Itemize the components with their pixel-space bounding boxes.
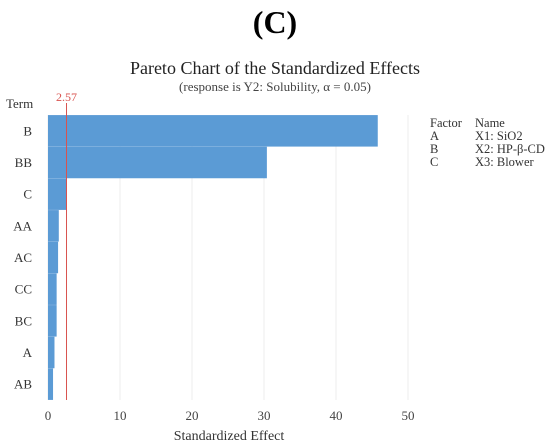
- bar-bb: [48, 146, 267, 179]
- bar-ab: [48, 368, 54, 400]
- x-axis-label: Standardized Effect: [174, 429, 285, 444]
- y-tick-label: AA: [13, 218, 32, 233]
- legend-factor: B: [430, 142, 439, 156]
- chart-subtitle: (response is Y2: Solubility, α = 0.05): [179, 79, 371, 94]
- y-tick-label: C: [23, 187, 32, 202]
- significance-label: 2.57: [56, 90, 77, 104]
- chart-title: Pareto Chart of the Standardized Effects: [129, 58, 421, 78]
- factor-legend: Factor Name A X1: SiO2 B X2: HP-β-CD C X…: [430, 117, 545, 169]
- y-tick-label: BB: [15, 155, 33, 170]
- x-tick-label: 10: [114, 408, 127, 423]
- bar-bc: [48, 305, 57, 337]
- y-tick-label: CC: [15, 282, 32, 297]
- legend-row: A X1: SiO2: [430, 130, 545, 143]
- x-tick-label: 30: [258, 408, 271, 423]
- bar-cc: [48, 273, 57, 305]
- bar-b: [48, 115, 378, 147]
- panel-label: (C): [252, 4, 298, 40]
- legend-header-factor: Factor: [430, 116, 462, 130]
- x-tick-label: 50: [402, 408, 415, 423]
- legend-factor: A: [430, 129, 440, 143]
- y-tick-label: AB: [14, 377, 32, 392]
- legend-row: B X2: HP-β-CD: [430, 143, 545, 156]
- legend-header: Factor Name: [430, 117, 545, 130]
- legend-name: X1: SiO2: [475, 129, 523, 143]
- bar-ac: [48, 241, 59, 274]
- legend-row: C X3: Blower: [430, 156, 545, 169]
- x-tick-label: 0: [45, 408, 52, 423]
- legend-factor: C: [430, 155, 439, 169]
- bar-a: [48, 336, 55, 369]
- bar-aa: [48, 210, 59, 242]
- y-axis-label: Term: [6, 96, 33, 111]
- y-tick-label: AC: [14, 250, 32, 265]
- y-tick-label: B: [23, 123, 32, 138]
- x-tick-label: 40: [330, 408, 343, 423]
- legend-name: X3: Blower: [475, 155, 534, 169]
- y-tick-label: A: [23, 345, 33, 360]
- legend-header-name: Name: [475, 116, 505, 130]
- bar-c: [48, 178, 67, 210]
- legend-name: X2: HP-β-CD: [475, 142, 545, 156]
- y-tick-label: BC: [15, 313, 32, 328]
- x-tick-label: 20: [186, 408, 199, 423]
